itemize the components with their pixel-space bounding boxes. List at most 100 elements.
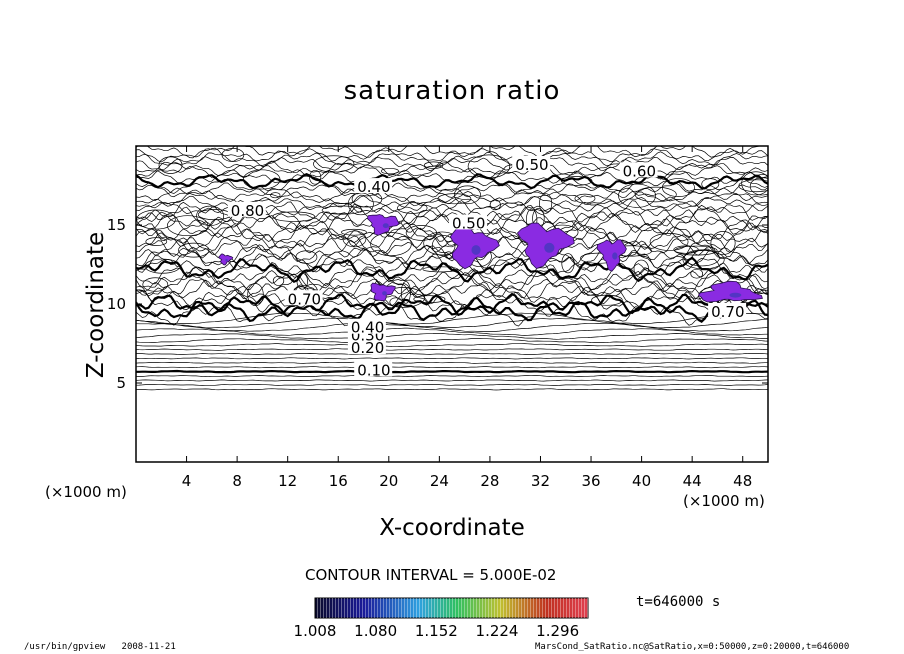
contour-label: 0.70 [288,290,321,308]
contour-line [136,165,768,181]
contour-line [136,327,768,336]
x-tick-label: 28 [480,472,499,490]
contour-eddy [431,235,456,257]
contour-eddy [341,228,367,236]
contour-eddy [144,258,181,274]
contour-line [136,177,768,194]
x-tick-label: 12 [278,472,297,490]
contour-line [136,266,768,291]
contour-line [136,156,768,172]
contour-label: 0.50 [515,156,548,174]
contour-eddy [683,249,720,267]
contour-eddy [710,231,736,255]
contour-line [136,146,760,158]
contour-line [136,292,768,318]
contour-eddy [738,179,768,193]
contour-line [136,227,768,250]
y-tick-label: 15 [107,216,126,234]
contour-line [136,200,768,225]
contour-eddy [270,192,281,199]
contour-line [136,317,768,329]
contour-line [136,369,768,374]
contour-eddy [649,232,689,251]
contour-eddy [661,178,695,197]
contour-eddy [437,193,472,205]
contour-label: 0.70 [711,303,744,321]
contour-eddy [342,230,367,248]
contour-line [136,343,768,348]
contour-label: 0.40 [357,178,390,196]
contour-eddy [741,171,768,196]
supersaturated-core [382,291,387,296]
contour-labels: 0.100.200.300.400.50 0.600.400.800.500.70… [227,155,747,379]
chart-title: saturation ratio [343,76,561,106]
contour-eddy [634,186,677,203]
contour-label-bg [449,214,487,230]
contour-line [136,296,768,323]
supersaturated-core [471,245,481,255]
contour-line [136,284,768,308]
contour-label-bg [354,361,393,377]
contour-line [136,366,768,369]
footer-date: 2008-11-21 [121,642,176,652]
z-unit-label: (×1000 m) [45,483,127,501]
contour-line [136,357,768,360]
contour-eddy [296,272,308,290]
contour-line [136,348,768,351]
x-tick-label: 32 [531,472,550,490]
contour-label: 0.10 [357,361,390,379]
contour-line [136,288,768,313]
contour-line [136,252,768,278]
supersaturated-core [544,242,555,253]
contour-eddy [313,155,355,173]
contour-label: 0.80 [231,202,264,220]
contour-eddy [690,268,704,279]
contour-label-bg [354,178,393,194]
contour-eddy [574,193,596,204]
contour-eddy [178,242,210,258]
contour-line [136,338,768,344]
x-tick-label: 24 [430,472,449,490]
x-tick-label: 36 [581,472,600,490]
contour-eddy [272,211,316,222]
contour-eddy [370,232,412,257]
x-tick-label: 20 [379,472,398,490]
footer-left: /usr/bin/gpview 2008-11-21 [24,642,176,652]
contour-line [136,248,768,273]
contour-eddy [749,177,768,196]
time-label: t=646000 s [636,594,721,610]
contour-eddy [142,277,169,292]
contour-eddy [166,215,209,237]
contour-line [136,361,768,364]
colorbar-stripes [315,598,588,618]
contour-label: 0.50 [452,214,485,232]
contour-eddy [221,148,245,162]
contour-line [136,332,768,340]
supersaturated-core [612,252,618,260]
colorbar-tick-label: 1.080 [354,622,398,640]
contour-label-bg [347,318,386,334]
contour-eddy [633,259,649,278]
supersaturated-core [382,223,389,229]
footer-program: /usr/bin/gpview [24,642,106,652]
contour-eddy [618,183,656,208]
supersaturated-region [697,280,763,303]
contour-eddy [561,253,575,274]
x-tick-label: 4 [182,472,192,490]
y-axis-label: Z-coordinate [83,231,109,379]
contour-label-bg [512,155,551,171]
contour-line [136,388,768,391]
contour-eddy [247,283,264,307]
contour-line [136,375,768,378]
x-tick-label: 48 [733,472,752,490]
contour-eddy [295,250,318,264]
contour-line [136,147,768,163]
x-tick-label: 40 [632,472,651,490]
contour-eddy [321,205,363,215]
x-axis-label: X-coordinate [379,515,525,541]
contour-eddy [272,275,285,286]
contour-line [136,322,768,332]
contour-eddy [196,205,225,226]
contour-label-bg [347,339,386,355]
